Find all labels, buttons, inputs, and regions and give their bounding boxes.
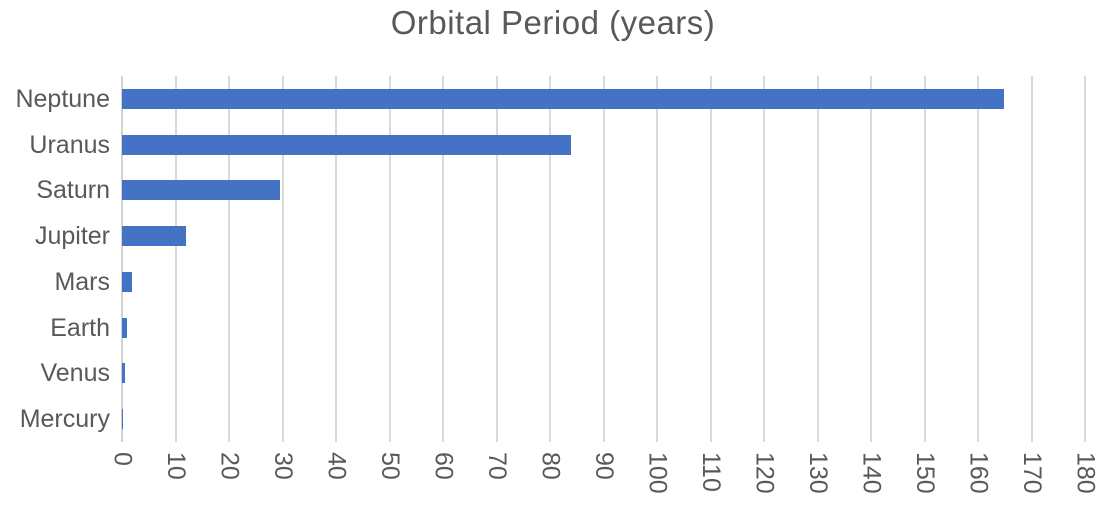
gridline (656, 76, 658, 442)
gridline (977, 76, 979, 442)
y-label-earth: Earth (50, 313, 110, 342)
y-label-jupiter: Jupiter (34, 222, 110, 251)
bar-jupiter (122, 226, 186, 247)
x-tick-label: 160 (964, 452, 993, 494)
x-tick-label: 10 (162, 452, 190, 480)
gridline (174, 76, 177, 442)
y-label-mercury: Mercury (19, 405, 110, 434)
chart-title: Orbital Period (years) (390, 4, 716, 41)
y-label-uranus: Uranus (29, 130, 110, 159)
x-tick-label: 60 (429, 452, 458, 480)
bar-saturn (122, 180, 280, 201)
x-tick-label: 140 (857, 452, 886, 494)
gridline (281, 76, 284, 442)
gridline (495, 76, 498, 442)
x-tick-label: 90 (590, 452, 618, 480)
gridline (816, 76, 819, 442)
bar-mars (122, 271, 133, 292)
y-label-saturn: Saturn (36, 176, 110, 205)
gridline (335, 76, 337, 442)
gridline (1084, 76, 1086, 442)
bar-neptune (122, 88, 1004, 109)
x-tick-label: 80 (536, 452, 565, 480)
gridline (228, 76, 230, 442)
gridline (870, 76, 872, 442)
x-tick-label: 40 (322, 452, 351, 480)
gridline (388, 76, 391, 442)
x-tick-label: 50 (376, 452, 404, 480)
gridline (923, 76, 926, 442)
x-tick-label: 20 (215, 452, 244, 480)
x-tick-label: 30 (269, 452, 297, 480)
x-tick-label: 0 (108, 452, 137, 466)
x-tick-label: 110 (697, 452, 725, 492)
gridline (763, 76, 765, 442)
category-axis-line (121, 76, 123, 442)
y-label-neptune: Neptune (15, 84, 110, 113)
gridline (549, 76, 551, 442)
x-tick-label: 120 (750, 452, 779, 494)
y-label-mars: Mars (54, 267, 110, 296)
bar-earth (122, 317, 128, 338)
gridline (709, 76, 712, 442)
x-tick-label: 170 (1018, 452, 1046, 494)
gridline (442, 76, 444, 442)
gridline (602, 76, 605, 442)
bar-mercury (122, 409, 124, 430)
gridline (1030, 76, 1033, 442)
x-tick-label: 70 (483, 452, 511, 480)
bar-venus (122, 363, 126, 384)
plot-area (121, 76, 1086, 442)
x-tick-label: 150 (911, 452, 939, 494)
x-tick-label: 130 (804, 452, 832, 494)
bar-uranus (122, 134, 572, 155)
x-tick-label: 180 (1071, 452, 1100, 494)
y-label-venus: Venus (40, 359, 110, 388)
x-tick-label: 100 (643, 452, 672, 494)
